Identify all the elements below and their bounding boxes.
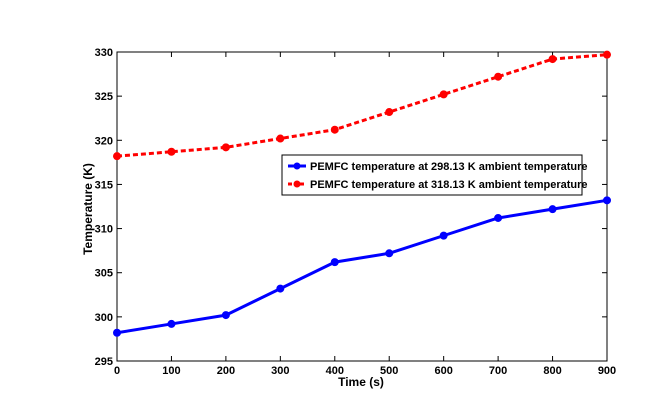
y-tick-label: 305 bbox=[95, 268, 113, 280]
legend-box bbox=[281, 154, 583, 196]
data-point bbox=[494, 213, 503, 222]
y-axis: 295 300 305 310 315 320 325 330 bbox=[95, 47, 607, 368]
plot-area bbox=[116, 51, 608, 362]
y-tick-label: 310 bbox=[95, 224, 113, 236]
legend-entry-label: PEMFC temperature at 298.13 K ambient te… bbox=[310, 161, 588, 173]
x-axis: 0 100 200 300 400 500 600 700 800 900 bbox=[114, 52, 616, 377]
series-line-2 bbox=[116, 53, 608, 158]
x-tick-label: 0 bbox=[114, 365, 120, 377]
y-tick-label: 330 bbox=[95, 47, 113, 59]
data-point bbox=[494, 72, 503, 81]
x-tick-label: 200 bbox=[217, 365, 235, 377]
data-point bbox=[221, 311, 230, 320]
y-tick-label: 295 bbox=[95, 356, 113, 368]
data-point bbox=[276, 134, 285, 143]
data-point bbox=[330, 125, 339, 134]
data-point bbox=[113, 328, 121, 337]
x-tick-label: 400 bbox=[326, 365, 344, 377]
data-point bbox=[548, 205, 557, 214]
data-point bbox=[221, 143, 230, 152]
x-tick-label: 100 bbox=[162, 365, 180, 377]
x-tick-label: 700 bbox=[489, 365, 507, 377]
data-point bbox=[167, 147, 176, 156]
plot-frame bbox=[116, 51, 608, 362]
y-tick-label: 300 bbox=[95, 312, 113, 324]
y-axis-label: Temperature (K) bbox=[81, 163, 95, 255]
data-point bbox=[439, 90, 448, 99]
data-point bbox=[113, 152, 121, 161]
x-tick-label: 800 bbox=[543, 365, 561, 377]
y-tick-label: 320 bbox=[95, 135, 113, 147]
legend-swatch-marker bbox=[293, 162, 301, 170]
series-line-1 bbox=[116, 198, 608, 335]
data-point bbox=[603, 196, 611, 205]
y-tick-label: 325 bbox=[95, 91, 113, 103]
series-layer bbox=[113, 50, 611, 337]
data-point bbox=[603, 50, 611, 59]
x-axis-label: Time (s) bbox=[338, 375, 384, 389]
data-point bbox=[385, 249, 394, 258]
data-point bbox=[167, 319, 176, 328]
x-tick-label: 600 bbox=[434, 365, 452, 377]
data-point bbox=[439, 231, 448, 240]
data-point bbox=[330, 258, 339, 267]
legend-swatch-marker bbox=[293, 180, 301, 188]
x-tick-label: 900 bbox=[598, 365, 616, 377]
data-point bbox=[276, 284, 285, 293]
x-tick-label: 300 bbox=[271, 365, 289, 377]
y-tick-label: 315 bbox=[95, 179, 113, 191]
data-point bbox=[548, 55, 557, 64]
legend-entry-label: PEMFC temperature at 318.13 K ambient te… bbox=[310, 179, 588, 191]
x-tick-label: 500 bbox=[380, 365, 398, 377]
data-point bbox=[385, 108, 394, 117]
legend: PEMFC temperature at 298.13 K ambient te… bbox=[281, 154, 588, 196]
